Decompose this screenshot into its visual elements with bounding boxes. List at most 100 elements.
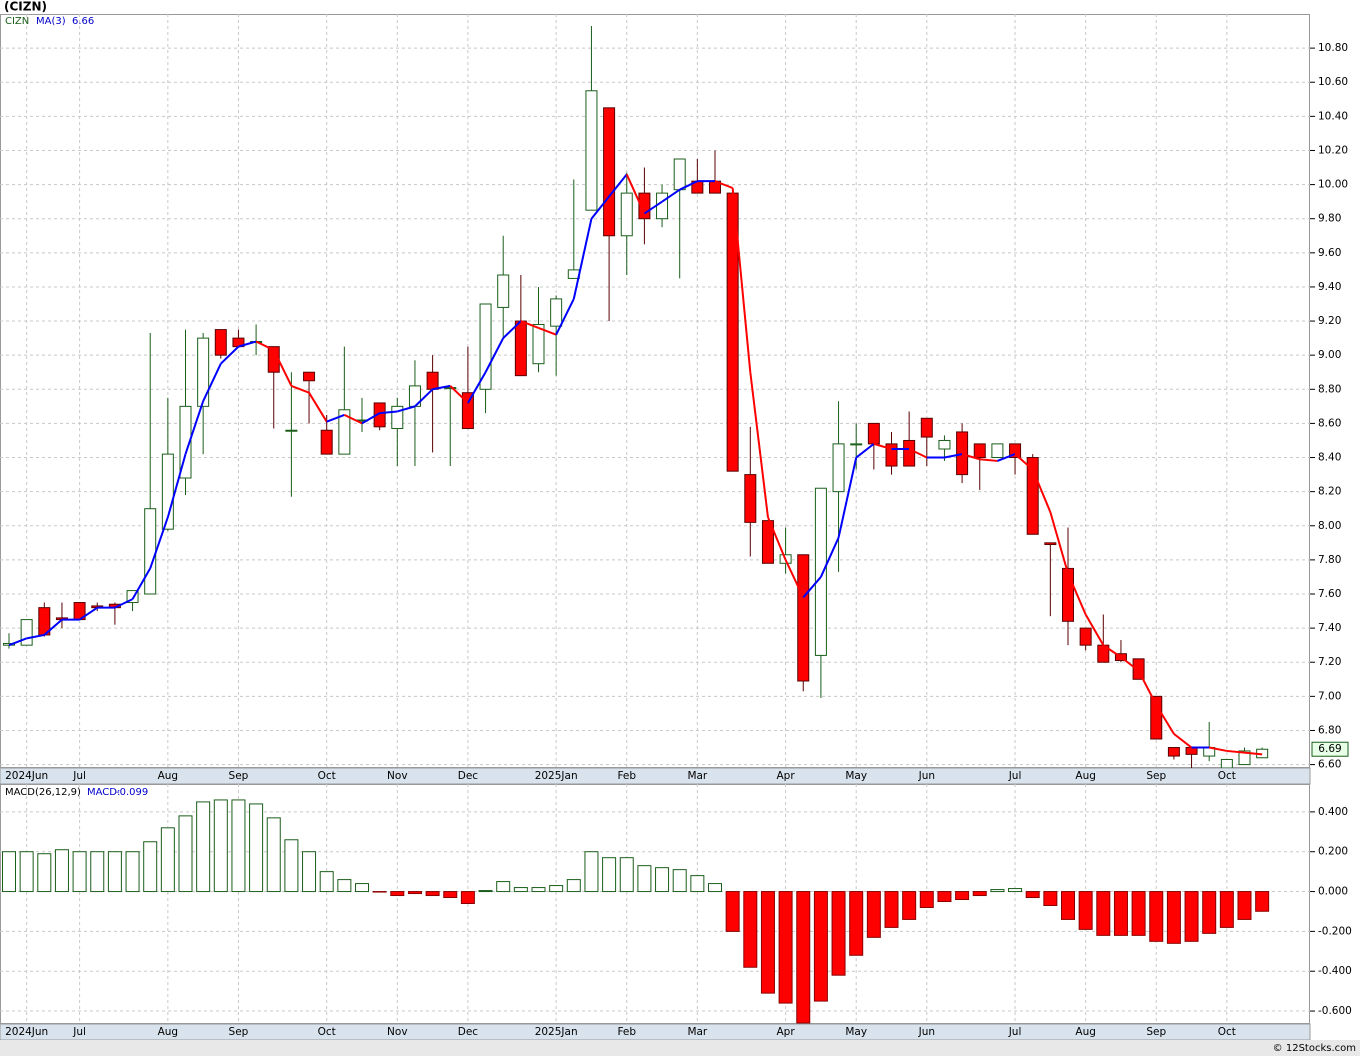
- ma-line: [379, 410, 398, 415]
- macd-bar: [390, 891, 405, 897]
- ma-line: [873, 442, 892, 450]
- macd-bar: [584, 851, 599, 893]
- y-tick-label: 9.40: [1318, 281, 1341, 293]
- y-tick-label: 8.40: [1318, 452, 1341, 464]
- x-tick-label: Mar: [687, 770, 707, 782]
- legend-macd: MACD(26,12,9): [5, 787, 81, 798]
- macd-bars: [2, 799, 1270, 1024]
- macd-bar: [1149, 891, 1164, 942]
- ma-line: [1244, 751, 1263, 756]
- x-tick-label: Sep: [229, 770, 249, 782]
- candle-body: [1026, 457, 1039, 535]
- macd-bar: [566, 879, 581, 893]
- macd-bar: [143, 841, 158, 893]
- macd-bar: [1061, 891, 1075, 920]
- y-tick-label: 7.60: [1318, 588, 1341, 600]
- macd-bar: [778, 891, 793, 1004]
- candle-body: [673, 158, 686, 191]
- macd-bar: [1096, 891, 1111, 936]
- ma-line: [784, 559, 805, 598]
- macd-bar: [443, 891, 458, 899]
- x-tick-label: Dec: [458, 1026, 479, 1038]
- macd-bar: [619, 857, 634, 893]
- y-tick-label: 10.20: [1318, 144, 1348, 156]
- ma-line: [1102, 644, 1122, 658]
- macd-bar: [425, 891, 440, 897]
- y-tick-label: -0.600: [1318, 1005, 1352, 1017]
- ma-line: [1155, 704, 1175, 735]
- macd-bar: [743, 891, 758, 968]
- candle-body: [338, 409, 351, 455]
- macd-bar: [1113, 891, 1128, 936]
- candles: [3, 25, 1269, 768]
- candle-body: [991, 443, 1004, 459]
- y-tick-label: 10.80: [1318, 42, 1348, 54]
- macd-bar: [266, 817, 281, 893]
- ma-line: [1031, 469, 1052, 513]
- macd-bar: [549, 885, 564, 893]
- y-tick-label: 7.80: [1318, 554, 1341, 566]
- ma-line: [979, 458, 998, 462]
- date-strip: [0, 1023, 1311, 1041]
- ma-line: [1049, 511, 1069, 574]
- ma-line: [572, 218, 593, 300]
- y-tick-label: 7.40: [1318, 622, 1341, 634]
- candle-body: [885, 443, 898, 467]
- macd-bar: [19, 851, 34, 893]
- macd-bar: [407, 891, 422, 895]
- footer-bar: [0, 1040, 1360, 1056]
- macd-bar: [460, 891, 475, 905]
- macd-bar: [919, 891, 934, 908]
- candle-body: [620, 192, 633, 237]
- ma-line: [590, 195, 610, 220]
- candle-body: [832, 443, 845, 493]
- y-tick-label: 9.20: [1318, 315, 1341, 327]
- x-tick-label: Apr: [777, 1026, 796, 1038]
- ma-line: [220, 345, 240, 365]
- legend-ma-value: 6.66: [72, 16, 94, 27]
- y-tick-label: 8.20: [1318, 486, 1341, 498]
- ma-line: [731, 187, 752, 373]
- candle-body: [956, 431, 969, 476]
- macd-bar: [337, 879, 352, 893]
- x-tick-label: Sep: [1146, 1026, 1166, 1038]
- ma-line: [749, 372, 769, 518]
- candle-body: [550, 298, 563, 327]
- ma-line: [184, 400, 205, 455]
- y-tick-label: 9.00: [1318, 349, 1341, 361]
- macd-bar: [655, 867, 670, 893]
- x-tick-label: Oct: [318, 770, 336, 782]
- candle-body: [585, 90, 598, 211]
- x-tick-label: Jul: [1008, 1026, 1022, 1038]
- macd-bar: [902, 891, 917, 920]
- macd-bar: [990, 889, 1005, 893]
- candle-body: [144, 508, 157, 595]
- macd-bar: [1255, 891, 1270, 912]
- ma-line: [767, 516, 787, 561]
- x-tick-label: Sep: [229, 1026, 249, 1038]
- ma-line: [149, 516, 169, 569]
- ma-line: [449, 385, 469, 404]
- x-tick-label: Oct: [1218, 1026, 1236, 1038]
- ma-line: [343, 413, 363, 425]
- macd-bar: [496, 881, 511, 893]
- y-tick-label: 0.000: [1318, 886, 1348, 898]
- footer: © 12Stocks.com: [1273, 1043, 1356, 1054]
- y-tick-label: 10.40: [1318, 110, 1348, 122]
- chart-title: (CIZN): [4, 0, 47, 14]
- macd-bar: [107, 851, 122, 893]
- x-tick-label: Jun: [918, 1026, 935, 1038]
- x-tick-label: Jul: [72, 770, 86, 782]
- macd-bar: [319, 871, 334, 893]
- macd-bar: [1219, 891, 1234, 928]
- ma-line: [944, 453, 963, 459]
- x-tick-label: 2024Jun: [5, 1026, 48, 1038]
- candle-body: [161, 453, 174, 530]
- ma-line: [166, 453, 187, 518]
- x-tick-label: 2025Jan: [535, 1026, 578, 1038]
- macd-bar: [2, 851, 16, 893]
- y-tick-label: 10.60: [1318, 76, 1348, 88]
- ma-line: [643, 200, 663, 215]
- y-tick-label: -0.200: [1318, 925, 1352, 937]
